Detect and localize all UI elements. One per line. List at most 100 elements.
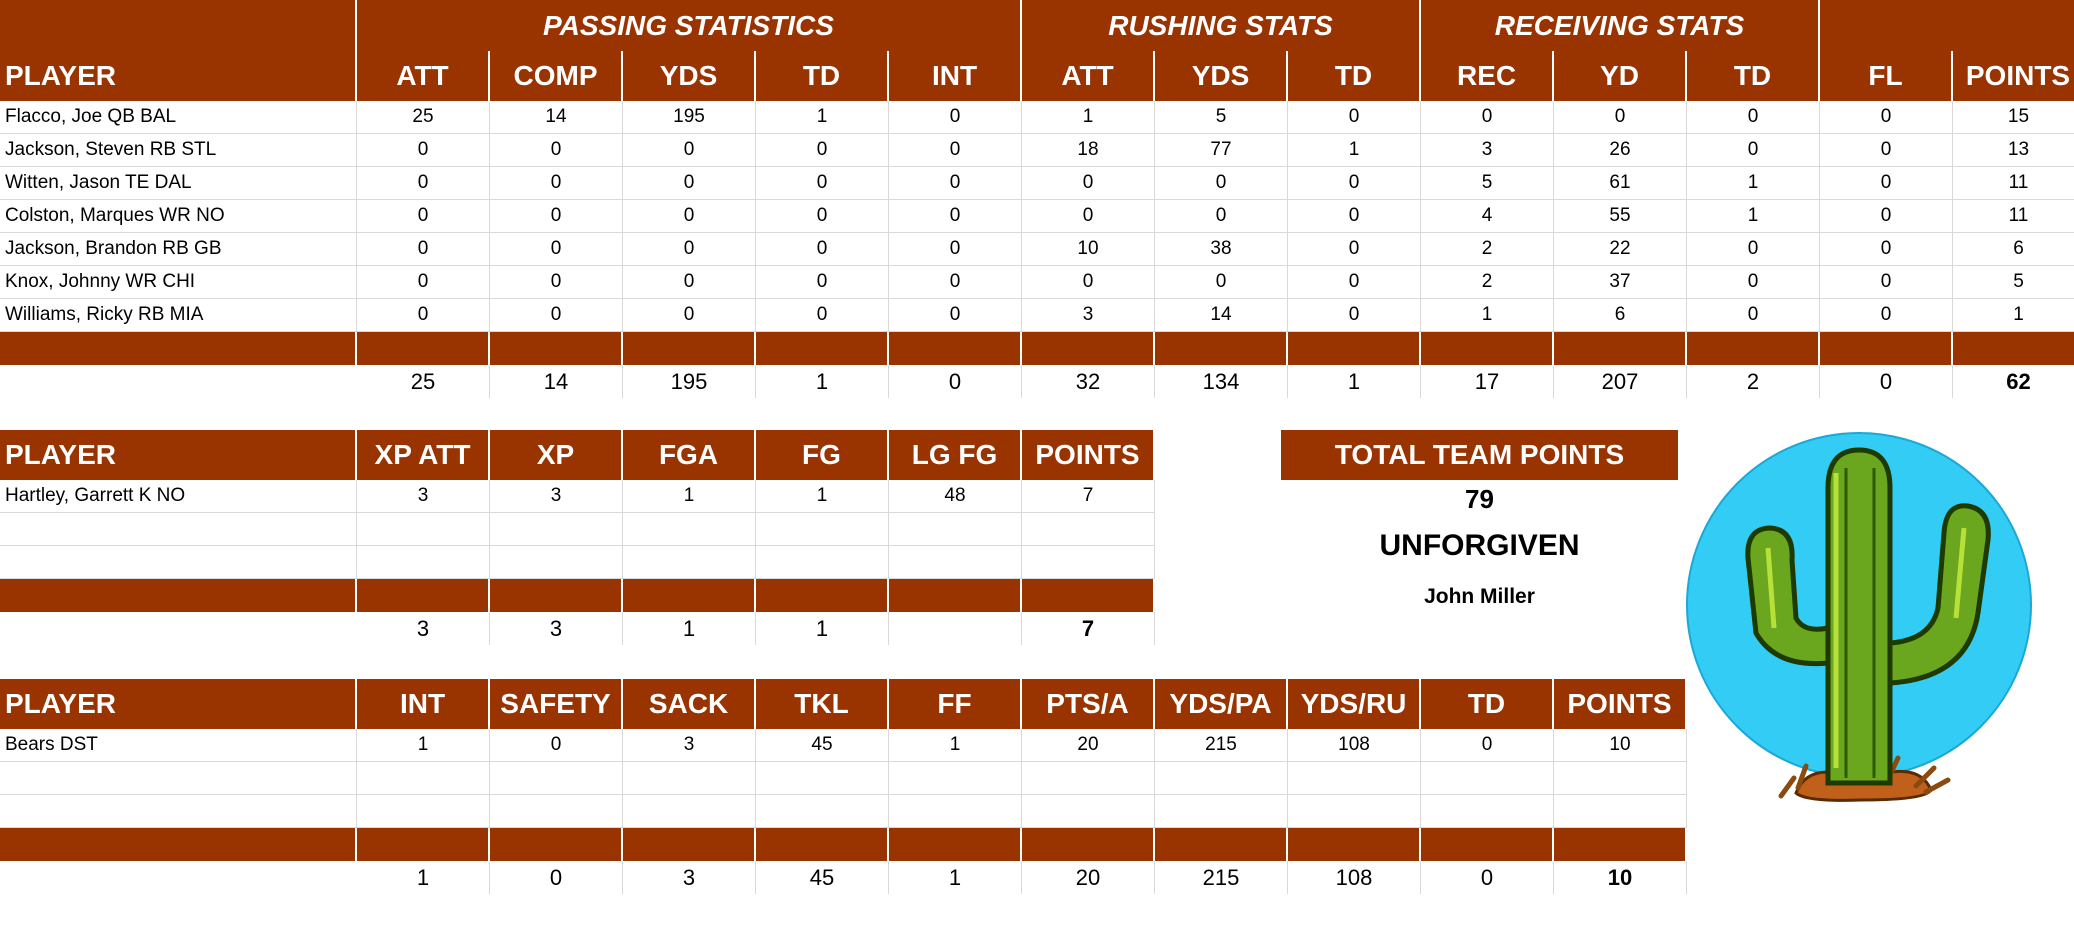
stat-cell: 0 [1687, 134, 1820, 167]
separator-bar [357, 828, 490, 861]
stat-cell: 0 [756, 200, 889, 233]
stat-cell [889, 513, 1022, 546]
stat-cell [357, 795, 490, 828]
stat-cell [623, 762, 756, 795]
stat-cell: 0 [1288, 200, 1421, 233]
total-cell: 45 [756, 861, 889, 894]
stat-cell [1421, 795, 1554, 828]
total-cell: 0 [1421, 861, 1554, 894]
column-header-player: PLAYER [0, 51, 357, 101]
stat-cell [756, 513, 889, 546]
stat-cell: 48 [889, 480, 1022, 513]
total-team-points-value: 79 [1465, 484, 1494, 514]
total-cell: 215 [1155, 861, 1288, 894]
stat-cell: 45 [756, 729, 889, 762]
separator-bar [1554, 332, 1687, 365]
stat-cell: 1 [1022, 101, 1155, 134]
cactus-icon [1686, 432, 2032, 802]
stat-cell: 0 [756, 233, 889, 266]
column-header: SAFETY [490, 679, 623, 729]
total-cell: 10 [1554, 861, 1687, 894]
stat-cell: 0 [1820, 200, 1953, 233]
stat-cell: 0 [889, 299, 1022, 332]
total-cell: 17 [1421, 365, 1554, 398]
stat-cell: 0 [357, 200, 490, 233]
stat-cell: 0 [889, 200, 1022, 233]
total-team-points-label: TOTAL TEAM POINTS [1281, 430, 1678, 480]
stat-cell [490, 795, 623, 828]
stat-cell: 0 [490, 200, 623, 233]
column-header: COMP [490, 51, 623, 101]
stat-cell: 0 [357, 266, 490, 299]
group-header-blank [0, 0, 357, 51]
stat-cell: 26 [1554, 134, 1687, 167]
stat-cell: 0 [889, 233, 1022, 266]
stat-cell: 6 [1554, 299, 1687, 332]
column-header: TD [1288, 51, 1421, 101]
player-name: Flacco, Joe QB BAL [0, 101, 357, 134]
total-cell: 134 [1155, 365, 1288, 398]
stat-cell: 0 [756, 266, 889, 299]
separator-bar [889, 332, 1022, 365]
stat-cell: 215 [1155, 729, 1288, 762]
column-header: TD [1687, 51, 1820, 101]
stat-cell [357, 546, 490, 579]
column-header: INT [357, 679, 490, 729]
stat-cell: 10 [1554, 729, 1687, 762]
total-cell: 1 [623, 612, 756, 645]
stat-cell [1155, 762, 1288, 795]
column-header: LG FG [889, 430, 1022, 480]
stat-cell [490, 546, 623, 579]
group-header: PASSING STATISTICS [357, 0, 1022, 51]
total-cell: 62 [1953, 365, 2074, 398]
total-cell: 108 [1288, 861, 1421, 894]
player-name: Williams, Ricky RB MIA [0, 299, 357, 332]
stat-cell [1288, 795, 1421, 828]
stat-cell: 0 [756, 134, 889, 167]
stat-cell [490, 513, 623, 546]
total-cell: 1 [889, 861, 1022, 894]
separator-bar [889, 579, 1022, 612]
group-header [1820, 0, 2074, 51]
separator-bar [1022, 828, 1155, 861]
stat-cell: 7 [1022, 480, 1155, 513]
stat-cell [1155, 795, 1288, 828]
totals-label-blank [0, 612, 357, 645]
player-name [0, 762, 357, 795]
stat-cell: 11 [1953, 200, 2074, 233]
stat-cell: 0 [889, 266, 1022, 299]
stat-cell: 0 [357, 299, 490, 332]
stat-cell: 0 [1022, 167, 1155, 200]
stat-cell: 13 [1953, 134, 2074, 167]
separator-bar [0, 579, 357, 612]
stat-cell [756, 546, 889, 579]
separator-bar [623, 828, 756, 861]
stat-cell: 1 [1421, 299, 1554, 332]
column-header: REC [1421, 51, 1554, 101]
separator-bar [756, 579, 889, 612]
stat-cell: 1 [756, 101, 889, 134]
total-cell: 2 [1687, 365, 1820, 398]
column-header: XP [490, 430, 623, 480]
stat-cell: 0 [357, 167, 490, 200]
stat-cell: 14 [1155, 299, 1288, 332]
total-cell: 0 [889, 365, 1022, 398]
total-cell: 1 [357, 861, 490, 894]
group-header: RECEIVING STATS [1421, 0, 1820, 51]
stat-cell [623, 546, 756, 579]
stat-cell: 108 [1288, 729, 1421, 762]
stat-cell [1554, 795, 1687, 828]
stat-cell: 0 [357, 233, 490, 266]
stat-cell: 1 [1687, 200, 1820, 233]
player-name [0, 513, 357, 546]
stat-cell [756, 795, 889, 828]
column-header: PTS/A [1022, 679, 1155, 729]
separator-bar [889, 828, 1022, 861]
stat-cell [1554, 762, 1687, 795]
stat-cell [623, 513, 756, 546]
total-cell: 207 [1554, 365, 1687, 398]
stat-cell: 1 [889, 729, 1022, 762]
stat-cell: 0 [1820, 101, 1953, 134]
stat-cell: 18 [1022, 134, 1155, 167]
separator-bar [1022, 332, 1155, 365]
